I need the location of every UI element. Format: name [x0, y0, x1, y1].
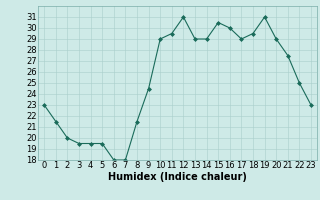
X-axis label: Humidex (Indice chaleur): Humidex (Indice chaleur) [108, 172, 247, 182]
